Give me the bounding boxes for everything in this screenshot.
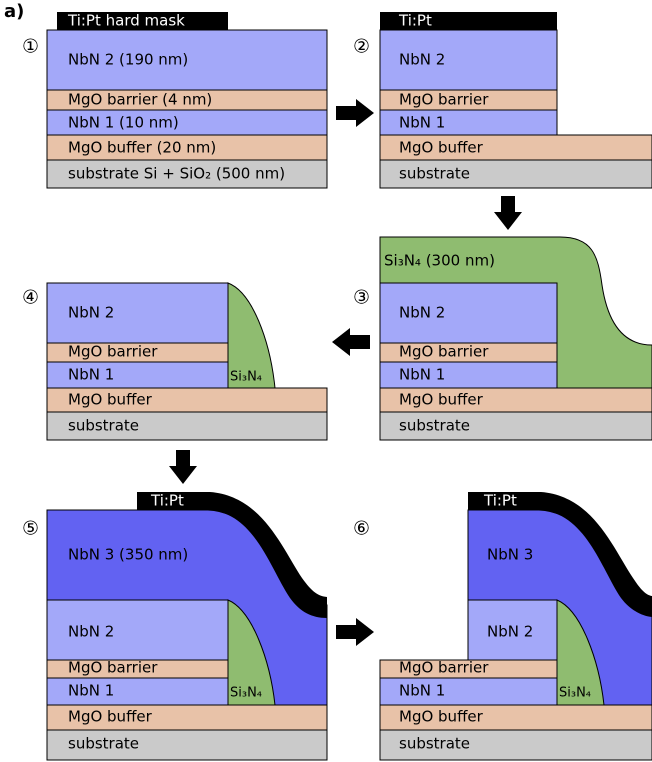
layer-label: Si₃N₄ (300 nm): [384, 252, 495, 270]
layer-label: NbN 1 (10 nm): [68, 114, 179, 132]
layer-label: NbN 2: [399, 51, 445, 69]
layer-label: MgO buffer: [399, 139, 484, 157]
layer-label: MgO buffer (20 nm): [68, 139, 216, 157]
layer-label: NbN 1: [68, 682, 114, 700]
layer-label: Ti:Pt: [483, 492, 517, 510]
step: ①: [22, 36, 39, 58]
layer-label: Ti:Pt: [150, 492, 184, 510]
layer-label: Ti:Pt: [398, 12, 432, 30]
step: ②: [353, 36, 370, 58]
layer-label: substrate Si + SiO₂ (500 nm): [68, 165, 285, 183]
layer-label: MgO barrier: [399, 91, 489, 109]
layer-label: MgO barrier (4 nm): [68, 91, 212, 109]
layer-label: MgO barrier: [68, 343, 158, 361]
panel-2: ② Ti:Pt NbN 2 MgO barrier NbN 1 MgO buff…: [353, 12, 652, 189]
layer-label: substrate: [399, 417, 470, 435]
layer-label: NbN 1: [399, 366, 445, 384]
arrow: [332, 328, 370, 356]
panel-1: ① Ti:Pt hard mask NbN 2 (190 nm) MgO bar…: [22, 12, 327, 189]
layer-label: substrate: [68, 417, 139, 435]
layer-label: NbN 2: [68, 623, 114, 641]
arrow: [336, 99, 374, 127]
figure: a) ① Ti:Pt hard mask NbN 2 (190 nm) MgO …: [0, 0, 652, 762]
layer-label: NbN 2 (190 nm): [68, 51, 188, 69]
layer-label: MgO buffer: [399, 391, 484, 409]
layer-label: MgO buffer: [68, 708, 153, 726]
step: ⑤: [22, 518, 39, 540]
layer-label: NbN 2: [68, 304, 114, 322]
layer-label: NbN 3: [487, 546, 533, 564]
layer-label: NbN 2: [487, 623, 533, 641]
layer-label: Si₃N₄: [559, 686, 591, 701]
layer-label: NbN 1: [68, 366, 114, 384]
panel-3: ③ Si₃N₄ (300 nm) NbN 2 MgO barrier NbN 1…: [353, 237, 652, 440]
arrow: [494, 196, 522, 230]
layer-label: MgO buffer: [399, 708, 484, 726]
layer-label: substrate: [68, 735, 139, 753]
step: ④: [22, 287, 39, 309]
step: ③: [353, 287, 370, 309]
layer-label: substrate: [399, 165, 470, 183]
layer-label: Si₃N₄: [230, 686, 262, 701]
layer-label: NbN 1: [399, 114, 445, 132]
panel-6: ⑥ Ti:Pt NbN 3 NbN 2 MgO barrier NbN 1 Si…: [353, 492, 652, 761]
layer-label: substrate: [399, 735, 470, 753]
layer-label: Si₃N₄: [230, 370, 262, 385]
layer-label: NbN 3 (350 nm): [68, 546, 188, 564]
panel-4: ④ NbN 2 MgO barrier NbN 1 Si₃N₄ MgO buff…: [22, 283, 327, 440]
figure-label: a): [4, 1, 24, 22]
layer-label: NbN 2: [399, 304, 445, 322]
panel-5: ⑤ Ti:Pt NbN 3 (350 nm) NbN 2 MgO barrier…: [22, 492, 327, 761]
layer-label: Ti:Pt hard mask: [67, 12, 185, 30]
arrow: [336, 618, 374, 646]
step: ⑥: [353, 518, 370, 540]
layer-label: NbN 1: [399, 682, 445, 700]
layer-label: MgO barrier: [399, 343, 489, 361]
layer-label: MgO barrier: [399, 659, 489, 677]
layer-label: MgO barrier: [68, 659, 158, 677]
arrow: [169, 450, 197, 484]
layer-label: MgO buffer: [68, 391, 153, 409]
